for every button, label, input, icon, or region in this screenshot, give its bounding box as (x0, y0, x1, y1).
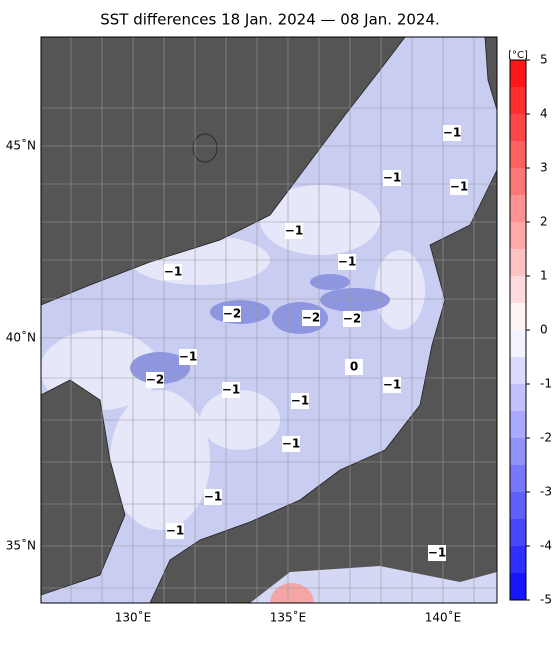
lon-label: 140˚E (425, 610, 462, 625)
contour-label-bg (222, 382, 240, 398)
contour-label-bg (443, 125, 461, 141)
lat-label: 40˚N (6, 330, 36, 345)
colorbar-tick-label: -5 (540, 593, 552, 607)
colorbar-tick-label: 1 (540, 269, 548, 283)
contour-label: −2 (343, 312, 361, 326)
contour-label: −1 (222, 383, 240, 397)
contour-label: −1 (428, 546, 446, 560)
colorbar-step (510, 546, 526, 573)
colorbar-step (510, 438, 526, 465)
contour-label: −1 (291, 394, 309, 408)
colorbar-step (510, 411, 526, 438)
contour-label-bg (291, 393, 309, 409)
colorbar-step (510, 519, 526, 546)
colorbar-step (510, 168, 526, 195)
map-frame (40, 36, 498, 604)
contour-label: −1 (164, 265, 182, 279)
map (41, 37, 497, 603)
contour-label-bg (285, 223, 303, 239)
colorbar-step (510, 330, 526, 357)
colorbar-tick-label: 2 (540, 215, 548, 229)
contour-label: −1 (450, 180, 468, 194)
colorbar-tick-label: 0 (540, 323, 548, 337)
colorbar-step (510, 384, 526, 411)
colorbar-unit: [°C] (508, 50, 528, 61)
colorbar-step (510, 357, 526, 384)
contour-label-bg (302, 310, 320, 326)
contour-label-bg (450, 179, 468, 195)
contour-label-bg (204, 489, 222, 505)
contour-label-bg (345, 359, 363, 375)
colorbar: 5 4 3 2 1 0 -1 -2 -3 -4 -5 (509, 53, 552, 607)
pacific (250, 566, 497, 603)
contour-label-bg (383, 377, 401, 393)
contour-label: −2 (146, 373, 164, 387)
contour-label: −2 (223, 307, 241, 321)
contour-label-bg (383, 170, 401, 186)
contour-label: −1 (204, 490, 222, 504)
colorbar-tick-label: -3 (540, 485, 552, 499)
contour-label-bg (428, 545, 446, 561)
contour-label: −1 (338, 255, 356, 269)
colorbar-step (510, 276, 526, 303)
contour-label: −1 (443, 126, 461, 140)
colorbar-step (510, 195, 526, 222)
lon-label: 130˚E (115, 610, 152, 625)
colorbar-tick-label: -1 (540, 377, 552, 391)
contour-label-bg (343, 311, 361, 327)
title: SST differences 18 Jan. 2024 — 08 Jan. 2… (100, 11, 440, 29)
colorbar-step (510, 60, 526, 87)
colorbar-step (510, 303, 526, 330)
contour-label-bg (164, 264, 182, 280)
contour-label-bg (166, 523, 184, 539)
colorbar-step (510, 114, 526, 141)
contour-label-bg (179, 349, 197, 365)
contour-label: −1 (383, 378, 401, 392)
colorbar-step (510, 222, 526, 249)
contour-label-bg (146, 372, 164, 388)
colorbar-tick-label: 5 (540, 53, 548, 67)
contour-label: −1 (166, 524, 184, 538)
colorbar-tick-label: -4 (540, 539, 552, 553)
contour-label: −2 (302, 311, 320, 325)
colorbar-step (510, 573, 526, 600)
colorbar-step (510, 465, 526, 492)
colorbar-tick-label: 4 (540, 107, 548, 121)
colorbar-step (510, 249, 526, 276)
contour-label: 0 (350, 360, 358, 374)
contour-label-bg (223, 306, 241, 322)
contour-label: −1 (179, 350, 197, 364)
lat-label: 45˚N (6, 138, 36, 153)
contour-label: −1 (285, 224, 303, 238)
colorbar-step (510, 492, 526, 519)
colorbar-tick-label: -2 (540, 431, 552, 445)
contour-label: −1 (282, 437, 300, 451)
contour-label-bg (282, 436, 300, 452)
lat-label: 35˚N (6, 538, 36, 553)
colorbar-step (510, 141, 526, 168)
contour-labels: −1 −1 −1 −1 −1 −1 −2 −2 −2 −1 −2 0 −1 −1 −1 −1 −1 −1 −1 (146, 125, 468, 561)
contour-label-bg (338, 254, 356, 270)
lon-label: 135˚E (270, 610, 307, 625)
land (41, 37, 497, 603)
contour-label: −1 (383, 171, 401, 185)
colorbar-tick-label: 3 (540, 161, 548, 175)
colorbar-step (510, 87, 526, 114)
